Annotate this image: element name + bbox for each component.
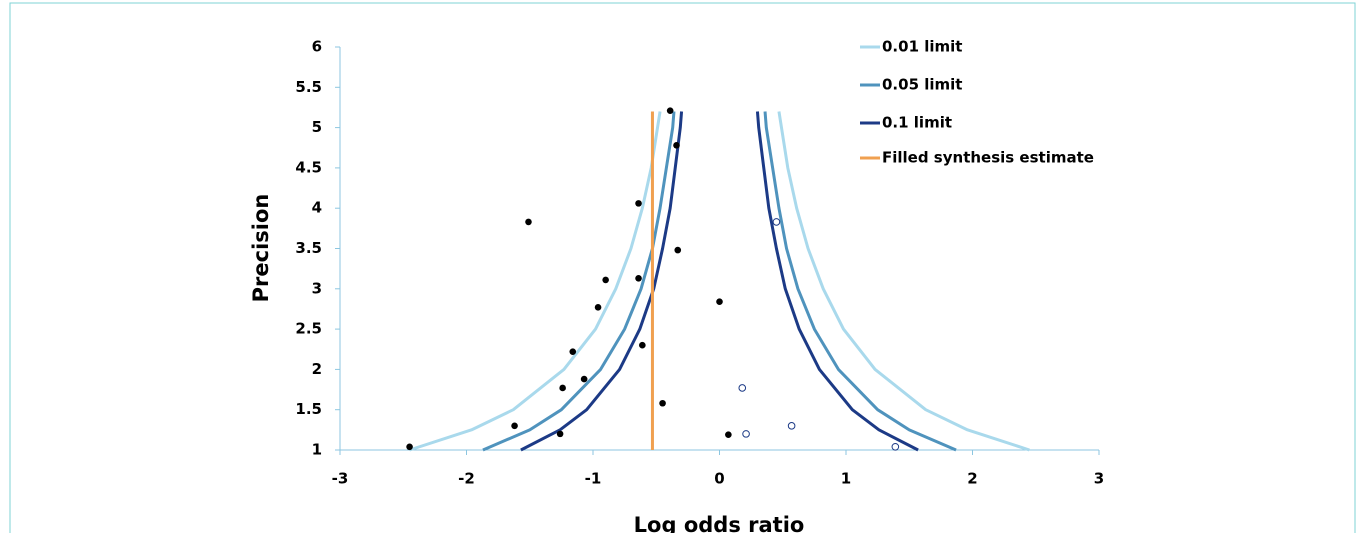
line-series bbox=[409, 111, 662, 452]
data-point bbox=[580, 375, 588, 383]
data-point bbox=[511, 422, 518, 430]
x-tick-label: -2 bbox=[458, 470, 475, 488]
x-axis-title: Log odds ratio bbox=[634, 513, 805, 533]
imputed-point bbox=[772, 218, 781, 226]
legend-label: 0.1 limit bbox=[882, 114, 952, 132]
data-point bbox=[659, 399, 666, 407]
legend-label: Filled synthesis estimate bbox=[882, 149, 1094, 167]
x-tick-label: -1 bbox=[585, 470, 602, 488]
line-series bbox=[763, 111, 957, 452]
x-tick-label: -3 bbox=[332, 470, 349, 488]
data-point bbox=[666, 107, 674, 114]
data-point bbox=[639, 341, 646, 349]
y-tick-label: 6 bbox=[312, 38, 322, 56]
frame bbox=[9, 2, 1356, 533]
data-point bbox=[569, 348, 577, 355]
y-tick-label: 1.5 bbox=[295, 400, 322, 418]
data-point bbox=[602, 276, 609, 284]
data-point bbox=[635, 200, 642, 207]
imputed-point bbox=[738, 384, 747, 392]
data-point bbox=[556, 430, 564, 438]
y-tick-label: 5.5 bbox=[295, 78, 322, 96]
y-tick-label: 4.5 bbox=[295, 158, 322, 176]
legend-label: 0.05 limit bbox=[882, 76, 962, 94]
imputed-point bbox=[787, 422, 796, 430]
x-tick-label: 3 bbox=[1094, 470, 1104, 488]
line-series bbox=[755, 111, 919, 452]
y-tick-label: 3.5 bbox=[295, 239, 322, 257]
imputed-point bbox=[891, 442, 900, 451]
line-series bbox=[520, 111, 684, 452]
line-series bbox=[777, 111, 1030, 452]
imputed-point bbox=[742, 430, 750, 438]
data-point bbox=[725, 431, 732, 438]
y-tick-label: 2 bbox=[312, 360, 322, 378]
y-tick-label: 2.5 bbox=[295, 320, 322, 338]
data-point bbox=[635, 275, 642, 282]
data-point bbox=[525, 218, 532, 226]
data-point bbox=[673, 142, 680, 149]
y-tick-label: 5 bbox=[312, 118, 322, 136]
y-tick-label: 4 bbox=[312, 199, 322, 217]
data-point bbox=[594, 304, 602, 311]
x-tick-label: 2 bbox=[967, 470, 977, 488]
data-point bbox=[674, 246, 682, 254]
data-point bbox=[716, 298, 723, 305]
data-point bbox=[559, 384, 566, 392]
legend-label: 0.01 limit bbox=[882, 38, 962, 56]
y-axis-title: Precision bbox=[249, 194, 273, 303]
x-tick-label: 1 bbox=[841, 470, 851, 488]
data-point bbox=[406, 443, 413, 451]
y-tick-label: 1 bbox=[312, 441, 322, 459]
line-series bbox=[482, 111, 676, 452]
y-tick-label: 3 bbox=[312, 279, 322, 297]
x-tick-label: 0 bbox=[714, 470, 724, 488]
